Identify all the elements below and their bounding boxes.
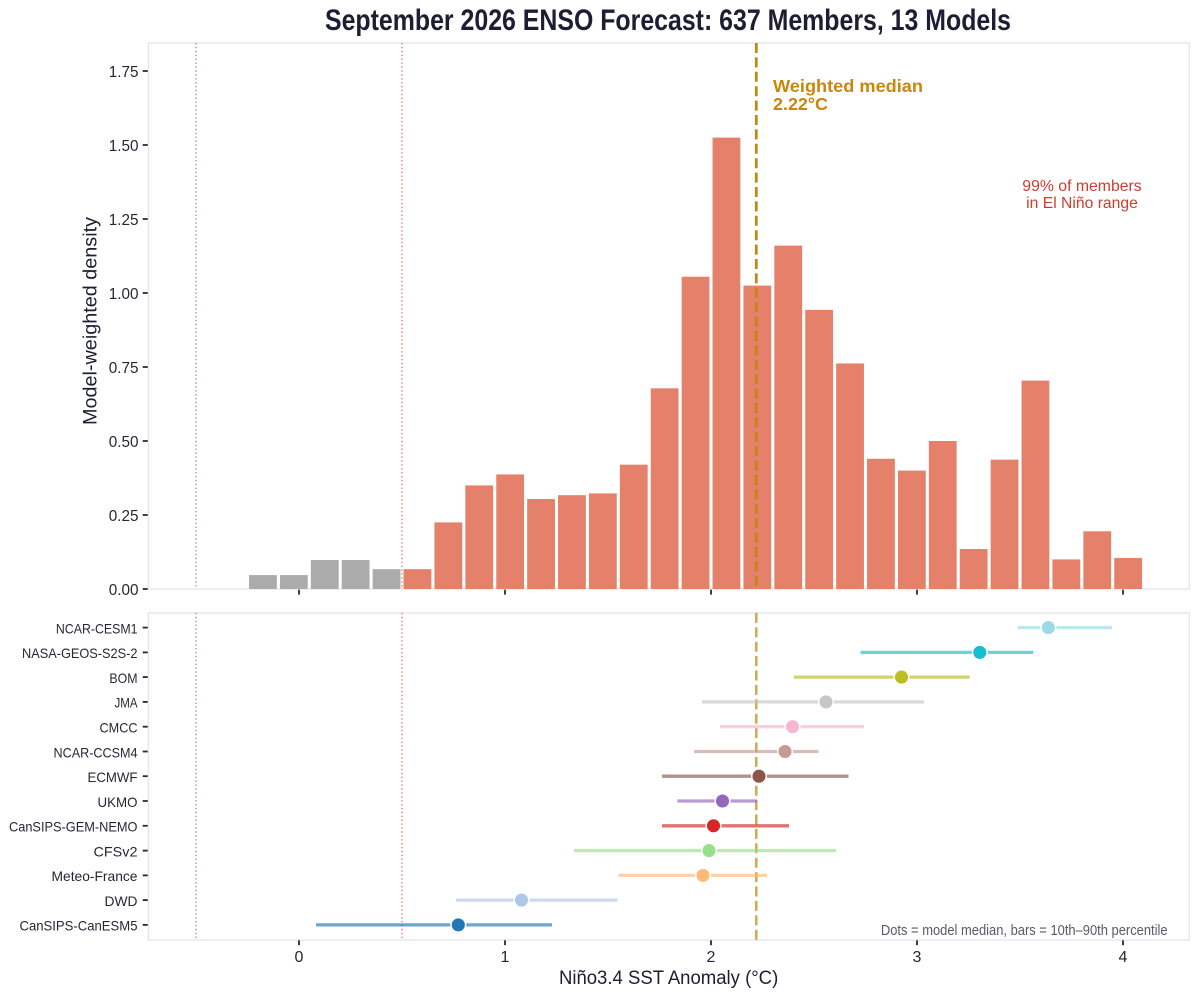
svg-text:CanSIPS-GEM-NEMO: CanSIPS-GEM-NEMO xyxy=(9,819,138,835)
svg-text:1.50: 1.50 xyxy=(109,138,139,155)
svg-text:September 2026 ENSO Forecast:: September 2026 ENSO Forecast: 637 Member… xyxy=(325,4,1011,37)
svg-text:1.75: 1.75 xyxy=(109,64,139,81)
svg-text:NASA-GEOS-S2S-2: NASA-GEOS-S2S-2 xyxy=(22,645,138,661)
svg-text:1.25: 1.25 xyxy=(109,212,139,229)
svg-text:Meteo-France: Meteo-France xyxy=(52,868,138,884)
svg-text:NCAR-CCSM4: NCAR-CCSM4 xyxy=(54,744,138,760)
svg-text:JMA: JMA xyxy=(115,695,139,711)
svg-text:Weighted median: Weighted median xyxy=(773,76,923,96)
svg-text:0.50: 0.50 xyxy=(109,434,139,451)
svg-text:1.00: 1.00 xyxy=(109,286,139,303)
svg-text:99% of members: 99% of members xyxy=(1022,178,1141,195)
svg-text:0.75: 0.75 xyxy=(109,360,139,377)
svg-text:1: 1 xyxy=(501,949,510,966)
svg-text:0: 0 xyxy=(295,949,304,966)
svg-text:Model-weighted density: Model-weighted density xyxy=(81,216,102,425)
svg-text:NCAR-CESM1: NCAR-CESM1 xyxy=(56,620,138,636)
svg-text:in El Niño range: in El Niño range xyxy=(1026,195,1138,212)
svg-text:2.22°C: 2.22°C xyxy=(773,94,828,114)
svg-text:DWD: DWD xyxy=(105,893,138,909)
svg-text:0.25: 0.25 xyxy=(109,508,139,525)
svg-text:3: 3 xyxy=(913,949,922,966)
svg-text:2: 2 xyxy=(707,949,716,966)
svg-text:CFSv2: CFSv2 xyxy=(94,843,138,859)
svg-text:ECMWF: ECMWF xyxy=(88,769,138,785)
svg-text:Niño3.4 SST Anomaly (°C): Niño3.4 SST Anomaly (°C) xyxy=(559,968,778,989)
svg-text:CMCC: CMCC xyxy=(100,720,138,736)
svg-text:Dots = model median, bars = 10: Dots = model median, bars = 10th–90th pe… xyxy=(881,923,1168,939)
svg-text:4: 4 xyxy=(1119,949,1128,966)
svg-text:BOM: BOM xyxy=(109,670,137,686)
svg-text:0.00: 0.00 xyxy=(109,582,139,599)
svg-text:UKMO: UKMO xyxy=(98,794,138,810)
svg-text:CanSIPS-CanESM5: CanSIPS-CanESM5 xyxy=(20,918,138,934)
